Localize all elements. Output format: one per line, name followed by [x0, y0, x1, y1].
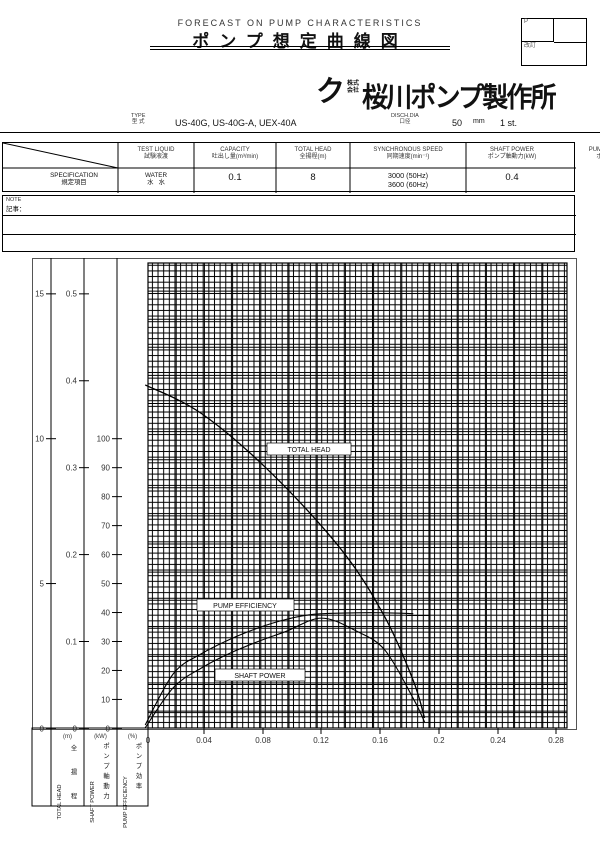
svg-text:TOTAL HEAD: TOTAL HEAD	[57, 785, 63, 820]
svg-text:動: 動	[103, 781, 109, 790]
svg-text:10: 10	[101, 696, 110, 705]
svg-text:(kW): (kW)	[94, 734, 107, 740]
svg-text:0: 0	[73, 725, 78, 734]
svg-text:0: 0	[106, 725, 111, 734]
svg-text:揚: 揚	[71, 767, 78, 776]
svg-text:0.2: 0.2	[66, 551, 78, 560]
svg-text:0.3: 0.3	[66, 464, 78, 473]
svg-text:60: 60	[101, 551, 110, 560]
svg-text:SHAFT POWER: SHAFT POWER	[90, 781, 96, 823]
svg-text:効: 効	[136, 771, 142, 780]
svg-text:全: 全	[71, 743, 78, 752]
svg-text:力: 力	[103, 791, 109, 800]
svg-text:0.08: 0.08	[255, 736, 271, 745]
svg-text:50: 50	[101, 580, 110, 589]
svg-text:0.5: 0.5	[66, 290, 78, 299]
svg-text:5: 5	[40, 580, 45, 589]
svg-text:PUMP EFFICIENCY: PUMP EFFICIENCY	[213, 603, 277, 610]
svg-text:ン: ン	[103, 753, 109, 760]
svg-text:40: 40	[101, 609, 110, 618]
svg-text:0: 0	[40, 725, 45, 734]
svg-text:0.04: 0.04	[196, 736, 212, 745]
svg-text:20: 20	[101, 667, 110, 676]
svg-text:10: 10	[35, 435, 44, 444]
svg-text:100: 100	[97, 435, 111, 444]
svg-text:(%): (%)	[128, 734, 137, 740]
svg-text:0.28: 0.28	[548, 736, 564, 745]
svg-text:軸: 軸	[103, 771, 109, 780]
svg-text:ポ: ポ	[103, 742, 109, 750]
svg-text:0.1: 0.1	[66, 638, 78, 647]
svg-text:15: 15	[35, 290, 44, 299]
svg-text:0.4: 0.4	[66, 377, 78, 386]
svg-text:(m): (m)	[63, 734, 72, 740]
svg-text:SHAFT POWER: SHAFT POWER	[234, 673, 285, 680]
svg-text:ポ: ポ	[136, 742, 142, 750]
svg-text:率: 率	[136, 781, 142, 790]
svg-text:PUMP EFFICIENCY: PUMP EFFICIENCY	[123, 776, 129, 828]
svg-text:ン: ン	[136, 753, 142, 760]
svg-text:0.24: 0.24	[490, 736, 506, 745]
svg-text:90: 90	[101, 464, 110, 473]
svg-text:0.16: 0.16	[372, 736, 388, 745]
svg-text:0.2: 0.2	[433, 736, 445, 745]
svg-text:プ: プ	[103, 762, 110, 770]
svg-text:80: 80	[101, 493, 110, 502]
svg-text:30: 30	[101, 638, 110, 647]
svg-text:70: 70	[101, 522, 110, 531]
svg-text:0.12: 0.12	[313, 736, 329, 745]
svg-text:TOTAL HEAD: TOTAL HEAD	[287, 447, 330, 454]
svg-text:程: 程	[71, 791, 78, 800]
svg-text:プ: プ	[136, 762, 143, 770]
